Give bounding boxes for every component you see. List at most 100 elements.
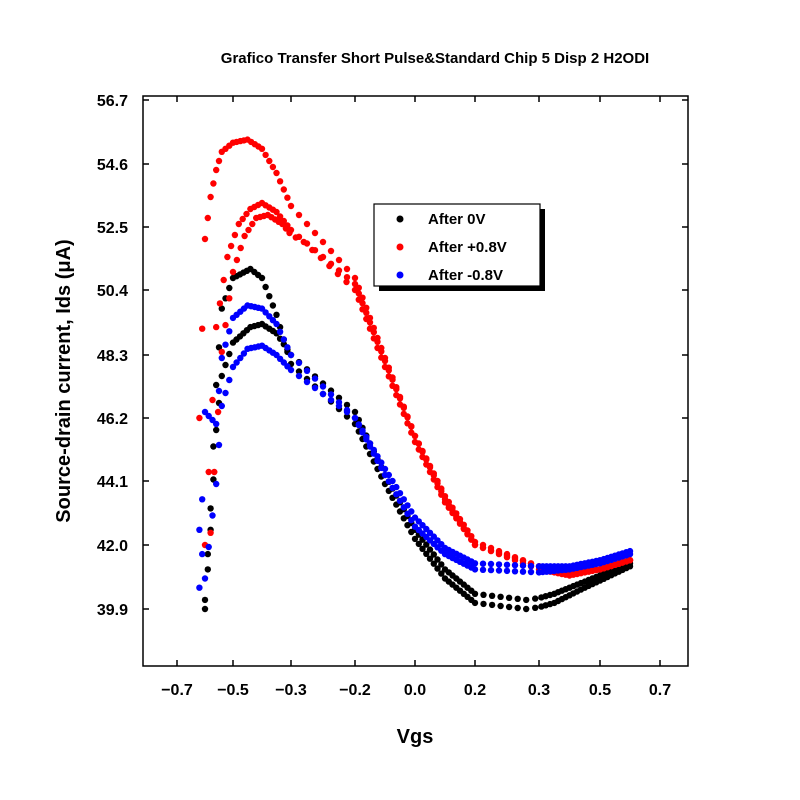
data-point <box>378 354 385 361</box>
data-point <box>227 242 235 250</box>
data-point <box>511 562 519 569</box>
data-point <box>468 536 475 543</box>
y-tick-label: 54.6 <box>97 157 128 174</box>
data-point <box>204 566 211 573</box>
legend-label: After 0V <box>428 211 486 228</box>
data-point <box>213 480 220 488</box>
data-point <box>495 561 503 568</box>
data-point <box>211 468 218 476</box>
data-point <box>201 605 209 613</box>
data-point <box>237 244 244 252</box>
data-point <box>207 193 214 201</box>
data-point <box>527 562 535 570</box>
data-point <box>199 325 206 332</box>
y-tick-label: 48.3 <box>97 348 128 365</box>
data-point <box>292 234 299 241</box>
data-point <box>351 286 359 294</box>
data-point <box>426 555 434 562</box>
data-point <box>258 274 266 282</box>
data-point <box>196 584 203 591</box>
y-tick-label: 50.4 <box>97 283 128 300</box>
data-point <box>488 601 496 609</box>
x-tick-label: −0.5 <box>217 682 249 699</box>
data-point <box>269 163 277 171</box>
data-point <box>226 328 233 335</box>
data-point <box>222 321 229 329</box>
data-point <box>404 420 411 427</box>
data-point <box>519 568 527 575</box>
legend-label: After +0.8V <box>428 239 507 256</box>
x-tick-label: 0.3 <box>528 682 550 699</box>
data-point <box>327 396 335 404</box>
data-point <box>343 401 351 409</box>
data-point <box>532 595 539 602</box>
data-point <box>215 441 223 449</box>
data-point <box>426 546 434 553</box>
data-point <box>487 566 495 574</box>
data-point <box>327 391 335 398</box>
legend-marker <box>396 271 404 279</box>
y-tick-label: 42.0 <box>97 538 128 555</box>
data-point <box>334 270 342 278</box>
data-point <box>222 389 229 397</box>
data-point <box>400 410 407 418</box>
data-point <box>280 336 287 343</box>
data-point <box>201 235 209 243</box>
data-point <box>207 529 214 536</box>
data-point <box>311 384 319 392</box>
data-point <box>434 483 441 491</box>
data-point <box>423 541 430 548</box>
data-point <box>287 202 295 210</box>
data-point <box>205 543 212 551</box>
data-point <box>393 391 400 399</box>
data-point <box>335 256 343 264</box>
data-point <box>479 544 487 552</box>
data-point <box>216 300 224 307</box>
data-point <box>408 508 415 515</box>
data-point <box>218 348 225 356</box>
data-point <box>505 594 513 601</box>
data-point <box>273 320 280 328</box>
chart-title: Grafico Transfer Short Pulse&Standard Ch… <box>221 50 649 67</box>
y-tick-label: 56.7 <box>97 93 128 110</box>
y-tick-label: 39.9 <box>97 602 128 619</box>
data-point <box>419 545 426 552</box>
x-tick-label: 0.5 <box>589 682 611 699</box>
data-point <box>276 328 284 335</box>
data-point <box>273 311 280 318</box>
data-point <box>233 359 240 366</box>
data-point <box>370 335 377 342</box>
data-point <box>231 231 239 239</box>
data-point <box>326 262 333 270</box>
data-point <box>434 556 441 563</box>
plot-area <box>196 136 634 613</box>
data-point <box>495 550 503 558</box>
data-point <box>438 570 445 577</box>
data-point <box>235 220 242 228</box>
data-point <box>311 375 319 382</box>
data-point <box>280 186 287 193</box>
data-point <box>374 453 381 460</box>
data-point <box>426 468 434 476</box>
data-point <box>210 180 217 187</box>
data-point <box>224 253 231 261</box>
data-point <box>359 427 366 434</box>
data-point <box>374 344 381 352</box>
data-point <box>445 504 452 511</box>
data-point <box>199 496 206 503</box>
data-point <box>266 293 273 300</box>
data-point <box>311 229 319 237</box>
data-point <box>343 278 350 286</box>
data-point <box>511 568 519 575</box>
data-point <box>396 401 404 408</box>
data-point <box>282 225 290 232</box>
data-point <box>419 453 426 461</box>
x-axis: −0.7 −0.5 −0.3 −0.2 0.0 0.2 0.3 0.5 0.7 <box>161 96 671 699</box>
data-point <box>408 429 415 436</box>
data-point <box>317 254 325 262</box>
data-point <box>215 157 223 165</box>
data-point <box>196 526 203 533</box>
data-point <box>396 490 404 497</box>
data-point <box>393 483 400 491</box>
data-point <box>218 372 225 380</box>
